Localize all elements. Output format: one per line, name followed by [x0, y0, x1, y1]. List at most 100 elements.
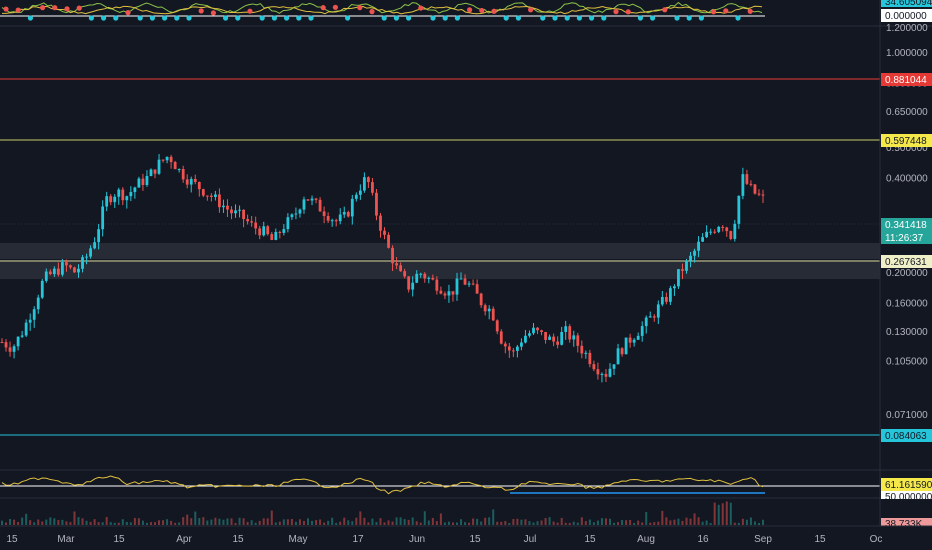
candle-body — [600, 373, 604, 375]
volume-bar — [600, 518, 603, 525]
volume-bar — [757, 522, 760, 525]
candle-body — [640, 326, 644, 336]
candle-body — [371, 182, 374, 193]
fib-price-tag: 0.597448 — [881, 134, 932, 147]
candle-body — [399, 265, 403, 272]
volume-bar — [560, 517, 563, 525]
volume-bar — [53, 518, 56, 525]
time-tick-label: 17 — [352, 534, 364, 545]
candle-body — [113, 196, 117, 203]
candle-body — [487, 308, 491, 312]
candle-body — [483, 305, 487, 312]
volume-bar — [548, 517, 551, 525]
candle-body — [193, 178, 197, 182]
oscillator-dot — [418, 5, 424, 11]
volume-bar — [588, 519, 591, 525]
volume-bar — [29, 520, 32, 525]
volume-bar — [254, 522, 257, 525]
volume-bar — [182, 517, 185, 525]
candle-body — [157, 159, 161, 174]
volume-bar — [113, 522, 116, 525]
volume-bar — [125, 521, 128, 525]
time-axis[interactable]: 15 Mar 15 Apr 15 May 17 Jun 15 Jul 15 Aug 16 Sep 15 Oc — [6, 534, 882, 545]
price-tick-label: 0.400000 — [886, 173, 928, 184]
volume-bar — [101, 522, 104, 525]
candle-body — [189, 178, 193, 185]
volume-bar — [713, 502, 716, 525]
volume-bar — [222, 519, 225, 525]
candle-body — [375, 192, 378, 216]
volume-bar — [262, 518, 265, 525]
volume-bar — [41, 521, 44, 525]
volume-bar — [423, 511, 426, 525]
volume-bar — [685, 517, 688, 525]
candle-body — [681, 269, 684, 271]
volume-bar — [258, 520, 261, 525]
volume-bar — [500, 521, 503, 525]
candle-body — [668, 288, 672, 302]
volume-bar — [472, 518, 475, 525]
candle-body — [664, 296, 668, 302]
volume-bar — [645, 511, 648, 525]
oscillator-dot — [186, 15, 192, 21]
candle-body — [334, 220, 338, 222]
oscillator-dot — [430, 15, 436, 21]
volume-bar — [214, 517, 217, 525]
candle-body — [129, 192, 133, 197]
volume-bar — [210, 519, 213, 525]
volume-bar — [540, 520, 543, 525]
candle-body — [242, 209, 245, 220]
candle-body — [383, 230, 386, 235]
volume-bar — [721, 503, 724, 525]
candle-body — [648, 316, 652, 318]
oscillator-dots — [3, 4, 753, 21]
candle-body — [685, 260, 688, 271]
volume-panel[interactable] — [1, 501, 764, 525]
candle-body — [274, 231, 278, 240]
volume-bar — [109, 522, 112, 525]
price-panel[interactable] — [0, 78, 880, 436]
resistance-price-tag: 0.881044 — [881, 73, 932, 86]
candle-body — [507, 346, 511, 351]
candle-body — [379, 215, 382, 231]
candle-body — [548, 336, 551, 340]
candlestick-series — [0, 154, 765, 383]
time-tick-label: Sep — [754, 534, 772, 545]
candle-body — [330, 220, 334, 222]
candle-body — [584, 352, 588, 354]
oscillator-signal-line — [1, 5, 763, 15]
candle-body — [403, 271, 407, 277]
price-tick-label: 0.130000 — [886, 327, 928, 338]
volume-bar — [65, 521, 68, 525]
candle-body — [479, 293, 483, 306]
candle-body — [596, 369, 600, 375]
candle-body — [270, 234, 274, 240]
candle-body — [218, 194, 221, 208]
volume-bar — [733, 522, 736, 525]
candle-body — [757, 193, 761, 195]
candle-body — [689, 255, 692, 261]
volume-bar — [741, 518, 744, 525]
oscillator-dot — [515, 15, 522, 21]
candle-body — [367, 177, 370, 183]
svg-text:0.597448: 0.597448 — [885, 136, 927, 147]
candle-body — [197, 181, 201, 190]
volume-bar — [234, 522, 237, 525]
candle-body — [749, 183, 753, 185]
candle-body — [395, 263, 398, 266]
oscillator-panel[interactable] — [0, 0, 880, 26]
candle-body — [407, 276, 411, 290]
candle-body — [499, 331, 503, 344]
candle-body — [693, 250, 696, 256]
candle-body — [439, 290, 443, 294]
volume-bar — [77, 517, 80, 525]
rsi-panel[interactable] — [0, 475, 880, 495]
candle-body — [246, 219, 250, 222]
time-tick-label: 16 — [697, 534, 709, 545]
candle-body — [141, 178, 145, 185]
svg-text:0.084063: 0.084063 — [885, 431, 927, 442]
volume-bar — [246, 521, 249, 525]
time-tick-label: 15 — [814, 534, 826, 545]
candle-body — [652, 316, 656, 318]
